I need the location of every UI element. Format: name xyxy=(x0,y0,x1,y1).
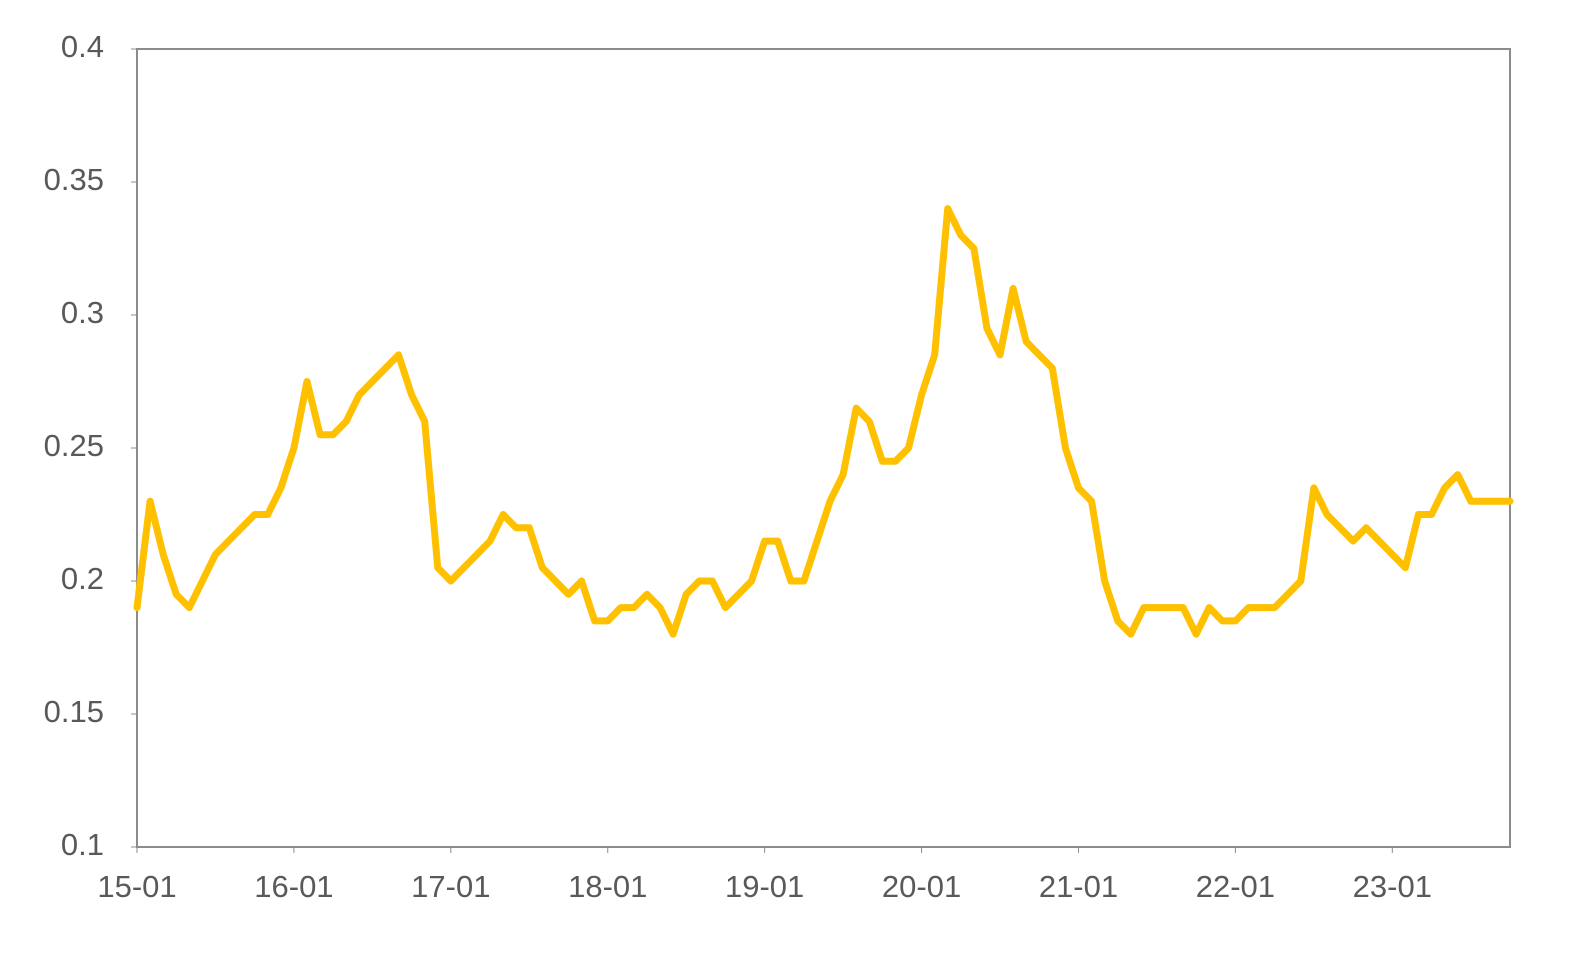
x-tick-label: 21-01 xyxy=(1039,869,1118,904)
x-tick-label: 17-01 xyxy=(411,869,490,904)
x-tick-label: 16-01 xyxy=(254,869,333,904)
line xyxy=(133,205,1514,638)
y-tick-label: 0.4 xyxy=(61,29,104,64)
plot-frame xyxy=(136,48,1511,848)
x-tick-label: 22-01 xyxy=(1196,869,1275,904)
y-tick-label: 0.35 xyxy=(44,162,104,197)
x-tick-label: 15-01 xyxy=(97,869,176,904)
x-tick-label: 19-01 xyxy=(725,869,804,904)
x-tick-label: 18-01 xyxy=(568,869,647,904)
y-tick-label: 0.3 xyxy=(61,295,104,330)
y-tick-label: 0.15 xyxy=(44,694,104,729)
x-tick-label: 20-01 xyxy=(882,869,961,904)
y-tick-label: 0.2 xyxy=(61,561,104,596)
y-tick-label: 0.25 xyxy=(44,428,104,463)
x-tick-label: 23-01 xyxy=(1353,869,1432,904)
y-tick-label: 0.1 xyxy=(61,827,104,862)
